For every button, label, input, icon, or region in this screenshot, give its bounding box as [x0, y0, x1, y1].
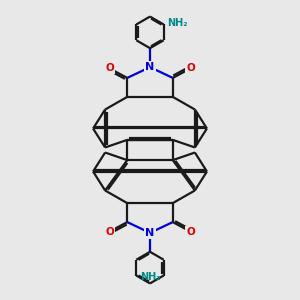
Text: NH₂: NH₂	[167, 18, 188, 28]
Text: O: O	[105, 226, 114, 237]
Text: O: O	[105, 63, 114, 74]
Text: N: N	[146, 228, 154, 238]
Text: O: O	[186, 226, 195, 237]
Text: N: N	[146, 62, 154, 72]
Text: O: O	[186, 63, 195, 74]
Text: NH₂: NH₂	[140, 272, 160, 282]
